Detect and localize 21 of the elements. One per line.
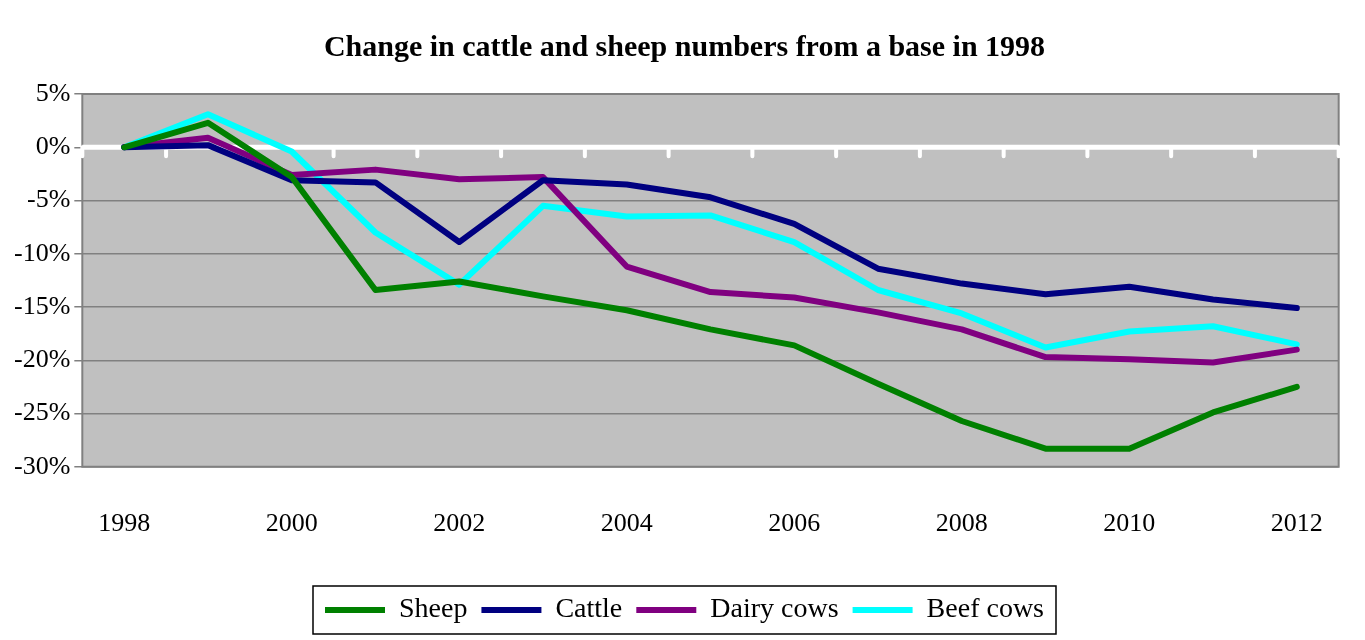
legend-label: Dairy cows [710, 592, 839, 624]
y-tick-label: 0% [35, 131, 71, 161]
y-tick-label: -15% [13, 290, 71, 320]
y-tick-label: -10% [13, 237, 71, 267]
legend-label: Cattle [555, 592, 623, 624]
legend-label: Sheep [399, 592, 468, 624]
x-tick-label: 2002 [433, 508, 486, 538]
x-tick-label: 2000 [265, 508, 318, 538]
legend-label: Beef cows [926, 592, 1044, 624]
y-tick-label: -20% [13, 344, 71, 374]
y-tick-label: -30% [13, 450, 71, 480]
x-tick-label: 2006 [768, 508, 821, 538]
y-tick-label: -5% [26, 184, 71, 214]
x-tick-label: 2004 [600, 508, 653, 538]
y-tick-label: -25% [13, 397, 71, 427]
y-tick-label: 5% [35, 77, 71, 107]
chart-title: Change in cattle and sheep numbers from a base in 1998 [323, 28, 1046, 62]
x-tick-label: 2008 [935, 508, 988, 538]
x-tick-label: 2010 [1103, 508, 1156, 538]
x-tick-label: 1998 [98, 508, 151, 538]
x-tick-label: 2012 [1270, 508, 1323, 538]
